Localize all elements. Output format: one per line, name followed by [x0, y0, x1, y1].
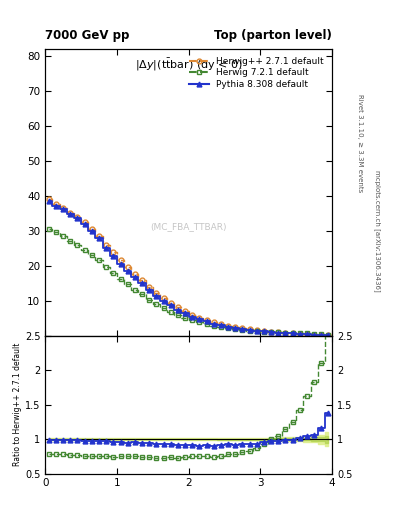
Text: (MC_FBA_TTBAR): (MC_FBA_TTBAR)	[151, 222, 227, 231]
Text: Rivet 3.1.10, ≥ 3.3M events: Rivet 3.1.10, ≥ 3.3M events	[356, 94, 363, 193]
Legend: Herwig++ 2.7.1 default, Herwig 7.2.1 default, Pythia 8.308 default: Herwig++ 2.7.1 default, Herwig 7.2.1 def…	[185, 53, 328, 93]
Y-axis label: Ratio to Herwig++ 2.7.1 default: Ratio to Herwig++ 2.7.1 default	[13, 343, 22, 466]
Text: $|\Delta y|$(t$\bar{\rm t}$bar) (dy < 0): $|\Delta y|$(t$\bar{\rm t}$bar) (dy < 0)	[135, 57, 242, 73]
Text: Top (parton level): Top (parton level)	[214, 29, 332, 42]
Text: 7000 GeV pp: 7000 GeV pp	[45, 29, 130, 42]
Text: mcplots.cern.ch [arXiv:1306.3436]: mcplots.cern.ch [arXiv:1306.3436]	[374, 169, 381, 291]
